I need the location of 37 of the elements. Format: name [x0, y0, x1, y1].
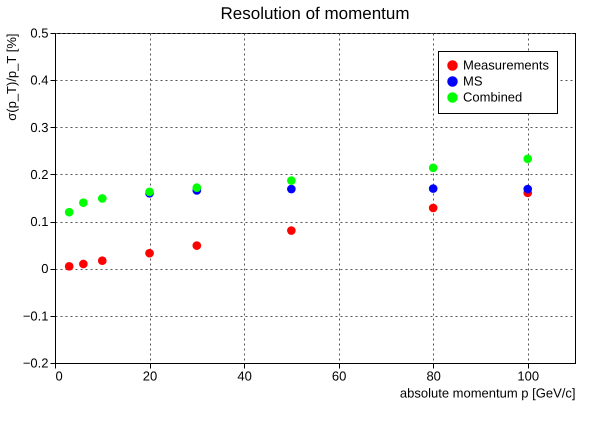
- y-tick-label: 0.3: [30, 120, 48, 135]
- point: [192, 241, 202, 250]
- x-tick-label: 100: [517, 368, 540, 384]
- y-tick-label: 0.2: [30, 166, 48, 182]
- point: [192, 183, 202, 192]
- point: [98, 256, 107, 266]
- x-tick-label: 20: [142, 368, 158, 384]
- point: [64, 208, 74, 216]
- legend-label: MS: [463, 74, 483, 88]
- x-axis-title: absolute momentum p [GeV/c]: [400, 386, 576, 400]
- point: [523, 154, 532, 164]
- point: [428, 204, 438, 212]
- point: [287, 184, 296, 194]
- chart-title: Resolution of momentum: [220, 4, 410, 23]
- point: [428, 184, 438, 193]
- point: [287, 176, 296, 185]
- y-tick-label: 0.4: [30, 72, 48, 88]
- legend-label: Measurements: [463, 58, 550, 72]
- point: [145, 248, 154, 258]
- x-tick-label: 60: [332, 368, 346, 384]
- y-tick-label: 0: [41, 261, 48, 276]
- y-tick-label: −0.2: [22, 356, 48, 370]
- y-tick-label: −0.1: [22, 308, 48, 324]
- x-tick-label: 80: [426, 368, 441, 384]
- y-axis-title: σ(p_T)/p_T [%]: [4, 34, 19, 121]
- point: [98, 194, 107, 203]
- y-tick-label: 0.5: [30, 26, 48, 40]
- point: [79, 198, 88, 208]
- point: [287, 226, 296, 235]
- point: [523, 184, 532, 194]
- y-tick-label: 0.1: [30, 214, 48, 230]
- legend-label: Combined: [463, 90, 522, 104]
- point: [428, 164, 438, 172]
- point: [64, 262, 74, 271]
- x-tick-label: 40: [237, 368, 252, 384]
- x-tick-label: 0: [56, 368, 63, 384]
- point: [79, 260, 88, 268]
